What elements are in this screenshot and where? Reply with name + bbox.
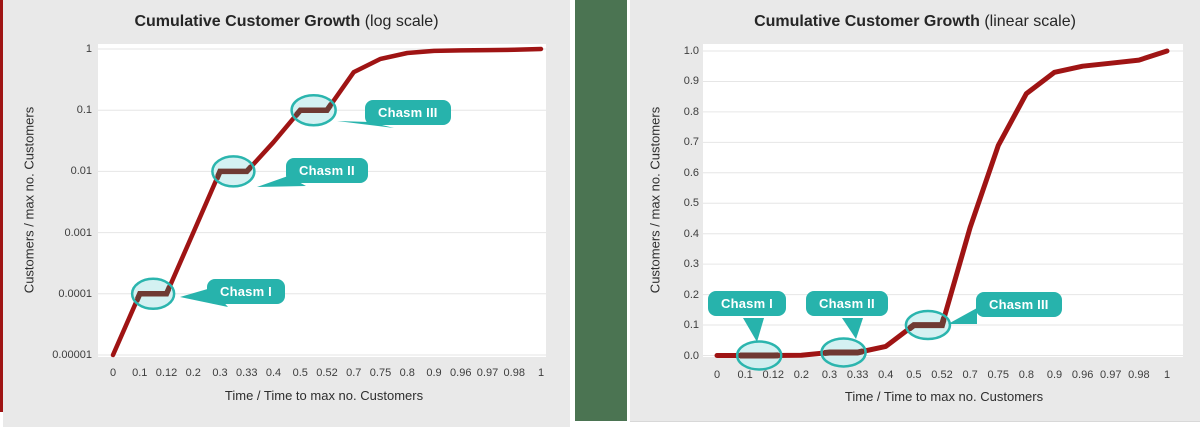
x-tick-label: 1 (1163, 369, 1171, 381)
x-tick-label: 0.97 (1100, 369, 1122, 381)
y-tick-label: 1 (85, 43, 92, 55)
x-tick-label: 0.96 (450, 367, 472, 379)
x-tick-label: 0.52 (931, 369, 953, 381)
y-tick-label: 0.8 (683, 105, 699, 118)
x-tick-label: 0.5 (906, 369, 922, 381)
x-tick-label: 0.33 (236, 367, 258, 379)
callout-tail (337, 121, 394, 128)
x-tick-label: 0.12 (762, 369, 784, 381)
y-tick-label: 0.6 (683, 166, 699, 179)
callout-tail (257, 176, 306, 187)
x-tick-label: 0.8 (399, 367, 415, 379)
y-tick-label: 0.001 (64, 226, 92, 239)
chasm-ellipse-outline (820, 337, 867, 368)
x-tick-label: 0.75 (987, 369, 1009, 381)
callout-chasm-ii: Chasm II (286, 158, 368, 183)
x-tick-label: 0.75 (369, 367, 392, 379)
y-tick-label: 0.1 (683, 319, 699, 332)
chasm-ellipse-outline (211, 155, 256, 188)
callout-tail (948, 308, 977, 324)
y-tick-label: 0.5 (683, 197, 699, 210)
x-tick-label: 0.5 (292, 367, 308, 379)
y-tick-label: 0.00001 (52, 349, 92, 361)
left-accent-stripe (0, 0, 3, 412)
x-tick-label: 0.12 (155, 367, 178, 379)
y-tick-label: 1.0 (683, 45, 699, 57)
callout-chasm-ii: Chasm II (806, 291, 888, 316)
x-tick-label: 0.52 (316, 367, 338, 379)
x-tick-label: 1 (537, 367, 545, 379)
x-tick-label: 0.33 (846, 369, 869, 381)
x-tick-label: 0 (109, 367, 117, 379)
x-tick-label: 0.7 (962, 369, 978, 381)
x-tick-label: 0 (713, 369, 721, 381)
chasm-ellipse-outline (735, 340, 783, 371)
callout-chasm-i: Chasm I (708, 291, 786, 316)
chart-title-main: Cumulative Customer Growth (754, 13, 980, 30)
x-tick-label: 0.4 (265, 367, 282, 379)
x-tick-label: 0.4 (878, 369, 894, 381)
chasm-ellipse-outline (290, 93, 337, 127)
callout-chasm-i: Chasm I (207, 279, 285, 304)
chart-title-log: Cumulative Customer Growth (log scale) (3, 13, 570, 31)
green-divider-bar (575, 0, 627, 421)
callout-chasm-iii: Chasm III (976, 292, 1062, 317)
chart-title-linear: Cumulative Customer Growth (linear scale… (630, 13, 1200, 31)
x-tick-label: 0.1 (737, 369, 753, 381)
chasm-ellipse-outline (130, 277, 176, 311)
x-tick-label: 0.3 (212, 367, 228, 379)
x-tick-label: 0.96 (1071, 369, 1094, 381)
y-tick-label: 0.7 (683, 136, 699, 149)
chasm-step-segment (907, 313, 948, 338)
x-tick-label: 0.98 (1128, 369, 1150, 381)
y-tick-label: 0.0 (683, 349, 699, 362)
x-tick-label: 0.2 (793, 369, 810, 381)
x-tick-label: 0.2 (185, 367, 201, 379)
x-tick-label: 0.98 (503, 367, 525, 379)
y-tick-label: 0.0001 (58, 287, 92, 300)
y-tick-label: 0.2 (683, 288, 699, 301)
chasm-step-segment (293, 97, 334, 124)
x-axis-label: Time / Time to max no. Customers (844, 389, 1044, 404)
y-tick-label: 0.3 (683, 258, 699, 271)
callout-tail (842, 318, 863, 339)
chart-title-main: Cumulative Customer Growth (134, 13, 361, 30)
x-axis-label: Time / Time to max no. Customers (224, 388, 424, 403)
x-tick-label: 0.3 (821, 369, 838, 381)
callout-chasm-iii: Chasm III (365, 100, 451, 125)
y-tick-label: 0.4 (683, 227, 699, 240)
y-tick-label: 0.01 (70, 165, 92, 178)
x-tick-label: 0.9 (1046, 369, 1063, 381)
callout-tail (743, 318, 764, 342)
chart-title-scale: (linear scale) (984, 13, 1076, 30)
x-tick-label: 0.8 (1018, 369, 1035, 381)
y-tick-label: 0.9 (683, 75, 699, 88)
y-tick-label: 0.1 (76, 104, 92, 117)
chart-title-scale: (log scale) (364, 13, 439, 30)
x-tick-label: 0.9 (426, 367, 442, 379)
x-tick-label: 0.1 (132, 367, 148, 379)
chasm-ellipse-outline (904, 309, 952, 341)
x-tick-label: 0.97 (476, 367, 499, 379)
x-tick-label: 0.7 (346, 367, 362, 379)
